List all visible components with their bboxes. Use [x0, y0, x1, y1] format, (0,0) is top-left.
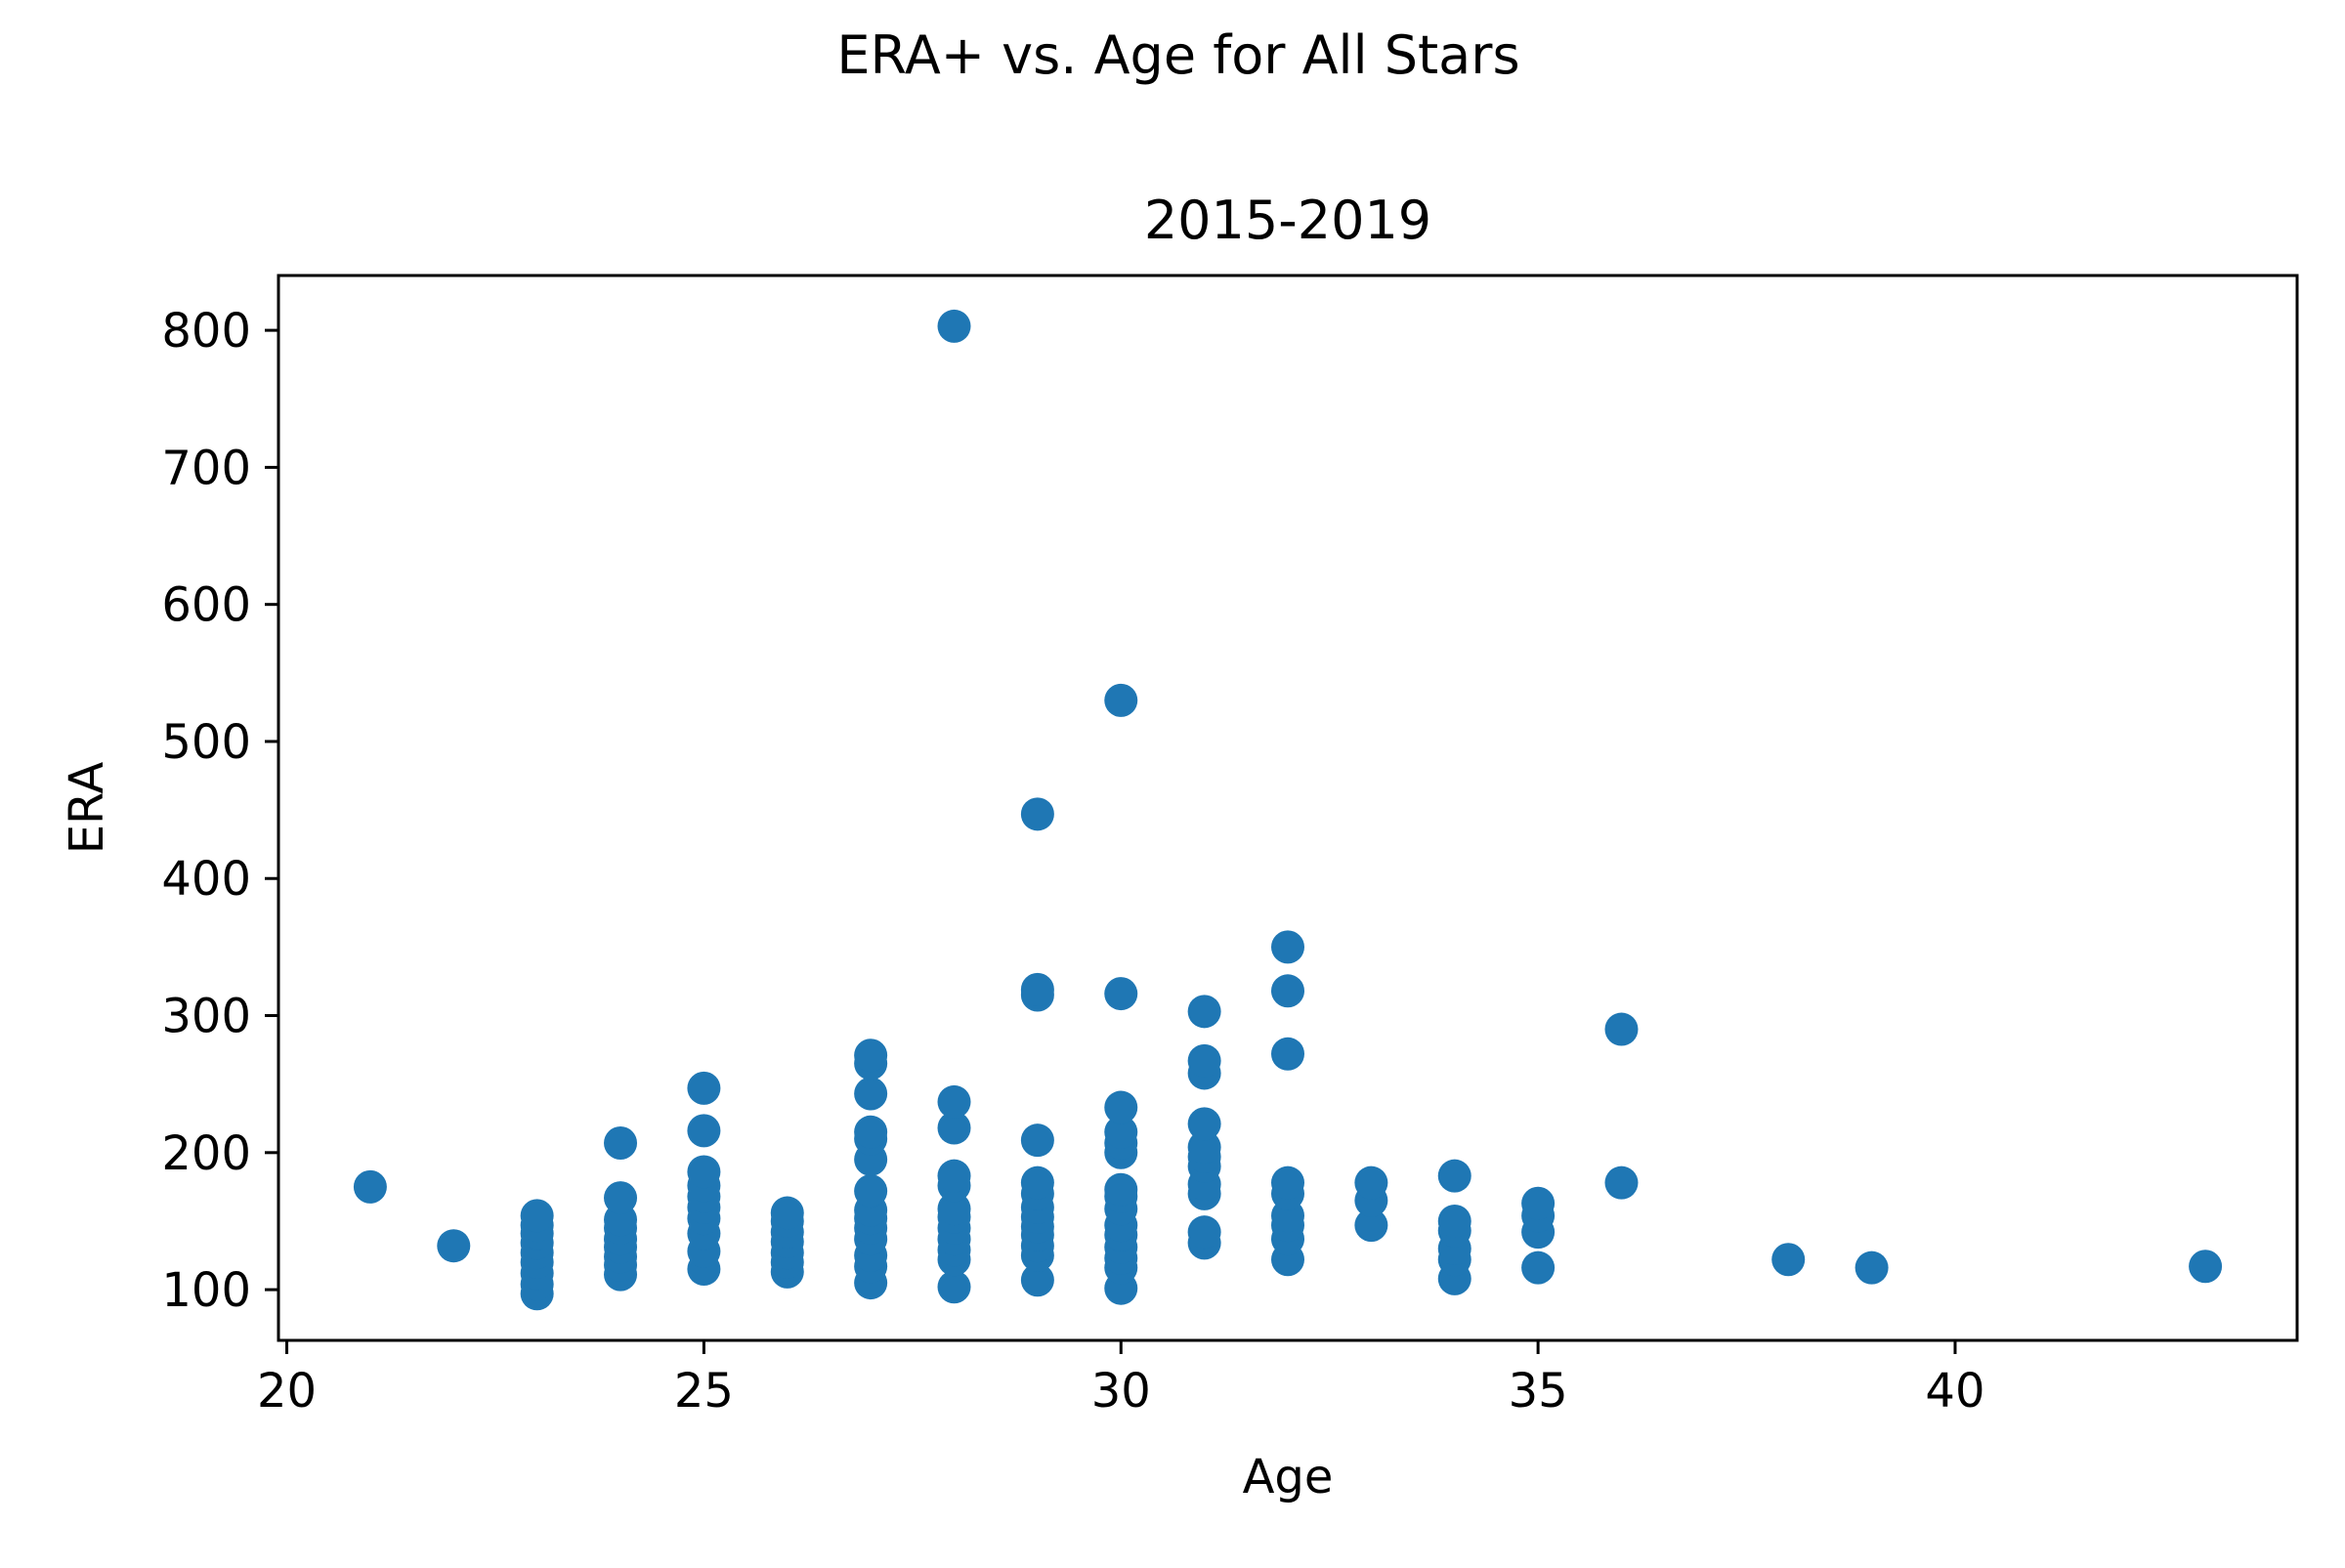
y-tick-label: 100 — [161, 1263, 251, 1318]
x-tick-label: 35 — [1509, 1364, 1568, 1419]
x-tick-label: 40 — [1925, 1364, 1984, 1419]
data-point — [1020, 1165, 1054, 1200]
data-point — [937, 1084, 971, 1119]
x-tick-label: 20 — [257, 1364, 317, 1419]
data-point — [1187, 1107, 1221, 1141]
data-point — [1020, 1123, 1054, 1158]
data-point — [520, 1199, 554, 1233]
x-tick-label: 25 — [674, 1364, 734, 1419]
data-point — [687, 1114, 721, 1148]
x-axis-label: Age — [1243, 1450, 1334, 1504]
data-point — [1271, 1165, 1304, 1200]
data-point — [937, 1270, 971, 1304]
data-point — [1521, 1186, 1556, 1220]
data-point — [937, 1192, 971, 1226]
data-point — [1855, 1250, 1889, 1285]
data-point — [1020, 797, 1054, 831]
data-point — [854, 1174, 888, 1208]
data-point — [1521, 1250, 1556, 1285]
data-point — [604, 1181, 638, 1215]
data-point — [1187, 995, 1221, 1029]
chart-title: 2015-2019 — [1144, 190, 1431, 251]
y-axis-ticks: 100 200 300 400 500 600 700 800 — [161, 304, 278, 1318]
data-point — [1271, 974, 1304, 1008]
data-point — [437, 1229, 471, 1263]
data-point — [854, 1115, 888, 1149]
data-point — [1187, 1130, 1221, 1165]
data-point — [1771, 1243, 1806, 1277]
y-tick-label: 500 — [161, 715, 251, 770]
data-point — [1604, 1012, 1639, 1046]
data-point — [1104, 1090, 1138, 1124]
data-point — [1271, 1037, 1304, 1071]
x-tick-label: 30 — [1091, 1364, 1151, 1419]
data-point — [937, 309, 971, 343]
y-tick-label: 300 — [161, 990, 251, 1044]
data-point — [604, 1125, 638, 1160]
data-point — [687, 1155, 721, 1189]
data-point — [353, 1169, 387, 1204]
y-tick-label: 400 — [161, 852, 251, 907]
data-point — [770, 1196, 804, 1230]
data-point — [1354, 1165, 1388, 1200]
figure-title: ERA+ vs. Age for All Stars — [836, 24, 1519, 86]
data-point — [1104, 1115, 1138, 1149]
data-point — [1020, 1263, 1054, 1297]
data-point — [1604, 1165, 1639, 1200]
y-tick-label: 700 — [161, 441, 251, 495]
data-point — [1104, 1172, 1138, 1207]
data-point — [1354, 1208, 1388, 1243]
y-tick-label: 200 — [161, 1126, 251, 1181]
x-axis-ticks: 20 25 30 35 40 — [257, 1340, 1985, 1419]
y-tick-label: 800 — [161, 304, 251, 359]
y-axis-label: ERA — [60, 762, 114, 855]
data-point — [937, 1159, 971, 1193]
data-point — [937, 1111, 971, 1145]
data-point — [1020, 972, 1054, 1006]
plot-area-frame — [277, 274, 2299, 1342]
data-point — [1271, 930, 1304, 964]
data-point — [1437, 1204, 1471, 1238]
data-point — [687, 1071, 721, 1105]
scatter-points — [353, 309, 2223, 1311]
data-point — [2189, 1250, 2223, 1284]
data-point — [1104, 977, 1138, 1011]
data-point — [1187, 1043, 1221, 1078]
y-tick-label: 600 — [161, 578, 251, 633]
data-point — [854, 1038, 888, 1073]
data-point — [1187, 1215, 1221, 1250]
data-point — [1104, 683, 1138, 717]
data-point — [1437, 1159, 1471, 1193]
data-point — [854, 1077, 888, 1111]
